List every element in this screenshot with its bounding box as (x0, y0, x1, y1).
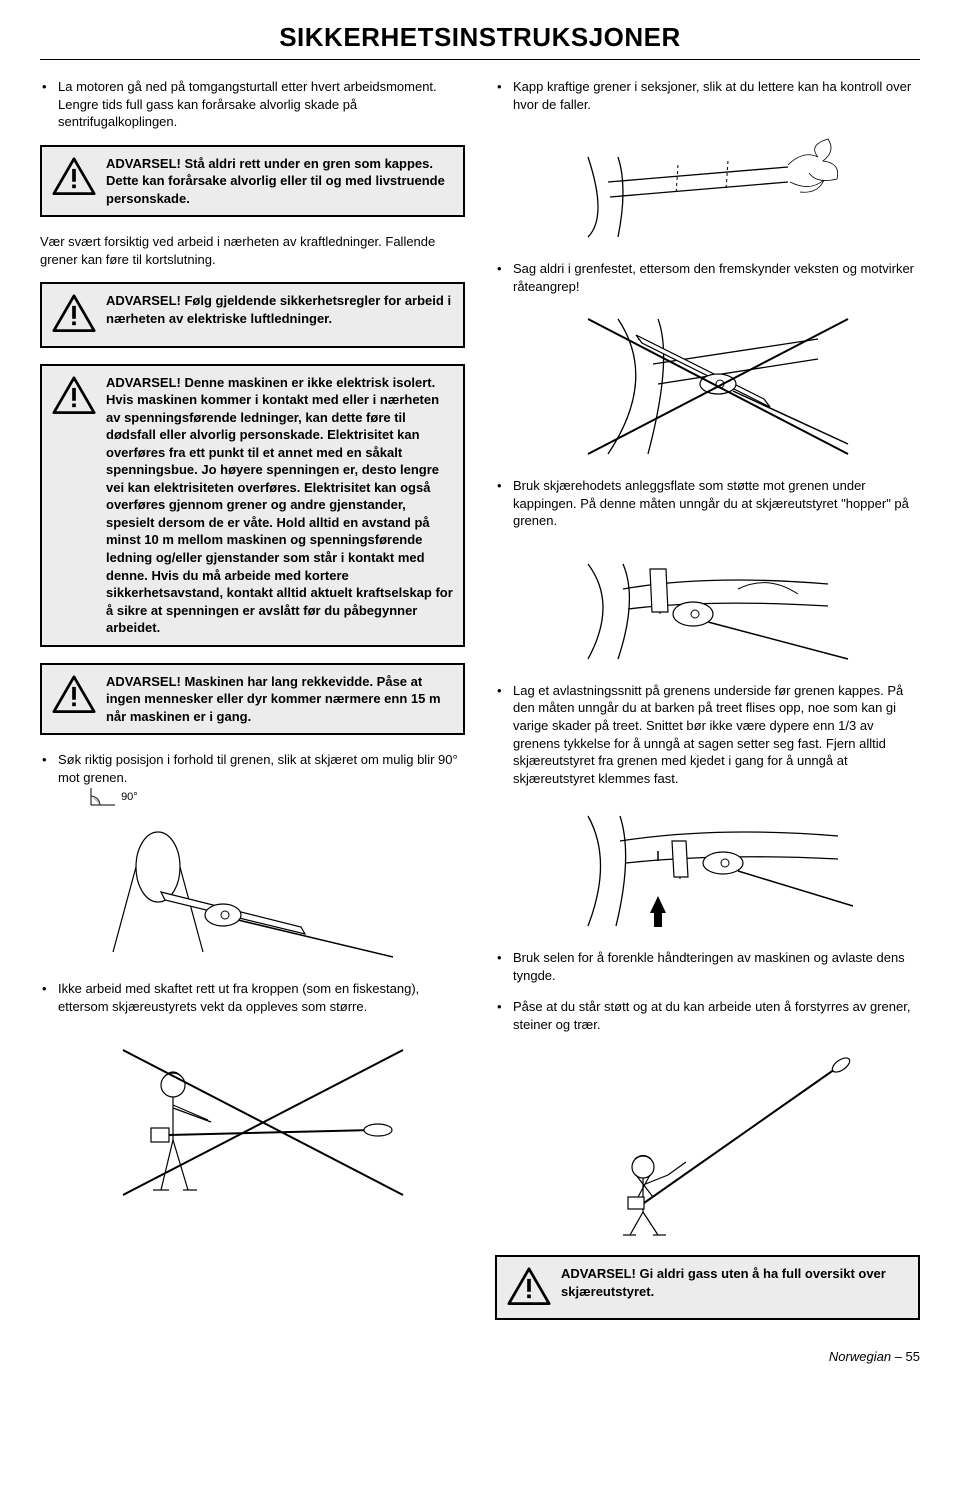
right-bullet-6: Påse at du står støtt og at du kan arbei… (495, 998, 920, 1033)
illustration-sections (495, 127, 920, 242)
warning-icon (52, 675, 96, 718)
warning-icon (52, 157, 96, 200)
right-bullet-2: Sag aldri i grenfestet, ettersom den fre… (495, 260, 920, 295)
left-bullet-3: Ikke arbeid med skaftet rett ut fra krop… (40, 980, 465, 1015)
illustration-correct-posture (495, 1047, 920, 1237)
left-bullet-2: Søk riktig posisjon i forhold til grenen… (40, 751, 465, 808)
warning-box-3: ADVARSEL! Denne maskinen er ikke elektri… (40, 364, 465, 647)
left-bullet-1: La motoren gå ned på tomgangsturtall ett… (40, 78, 465, 131)
warning-box-2: ADVARSEL! Følg gjeldende sikkerhetsregle… (40, 282, 465, 347)
warning-icon (52, 294, 96, 337)
left-column: La motoren gå ned på tomgangsturtall ett… (40, 78, 465, 1336)
footer-language: Norwegian (829, 1349, 891, 1364)
illustration-angle-cut (40, 822, 465, 962)
bullet-text: Søk riktig posisjon i forhold til grenen… (58, 752, 458, 785)
warning-text-4: ADVARSEL! Maskinen har lang rekkevidde. … (106, 673, 453, 726)
page-title: SIKKERHETSINSTRUKSJONER (40, 20, 920, 60)
warning-text-right-1: ADVARSEL! Gi aldri gass uten å ha full o… (561, 1265, 908, 1300)
left-para-1: Vær svært forsiktig ved arbeid i nærhete… (40, 233, 465, 268)
right-bullet-3: Bruk skjærehodets anleggsflate som støtt… (495, 477, 920, 530)
two-column-layout: La motoren gå ned på tomgangsturtall ett… (40, 78, 920, 1336)
angle-value: 90° (121, 791, 138, 803)
warning-text-1: ADVARSEL! Stå aldri rett under en gren s… (106, 155, 453, 208)
right-bullet-1: Kapp kraftige grener i seksjoner, slik a… (495, 78, 920, 113)
warning-icon (507, 1267, 551, 1310)
warning-icon (52, 376, 96, 419)
warning-box-4: ADVARSEL! Maskinen har lang rekkevidde. … (40, 663, 465, 736)
footer-page-number: – 55 (895, 1349, 920, 1364)
warning-box-right-1: ADVARSEL! Gi aldri gass uten å ha full o… (495, 1255, 920, 1320)
illustration-wrong-posture (40, 1030, 465, 1200)
warning-text-3: ADVARSEL! Denne maskinen er ikke elektri… (106, 374, 453, 637)
right-bullet-5: Bruk selen for å forenkle håndteringen a… (495, 949, 920, 984)
page-footer: Norwegian – 55 (40, 1348, 920, 1366)
angle-label: 90° (88, 786, 465, 808)
warning-text-2: ADVARSEL! Følg gjeldende sikkerhetsregle… (106, 292, 453, 327)
illustration-no-crotch-cut (495, 309, 920, 459)
warning-box-1: ADVARSEL! Stå aldri rett under en gren s… (40, 145, 465, 218)
illustration-relief-cut (495, 801, 920, 931)
right-column: Kapp kraftige grener i seksjoner, slik a… (495, 78, 920, 1336)
illustration-support-cut (495, 544, 920, 664)
right-bullet-4: Lag et avlastningssnitt på grenens under… (495, 682, 920, 787)
